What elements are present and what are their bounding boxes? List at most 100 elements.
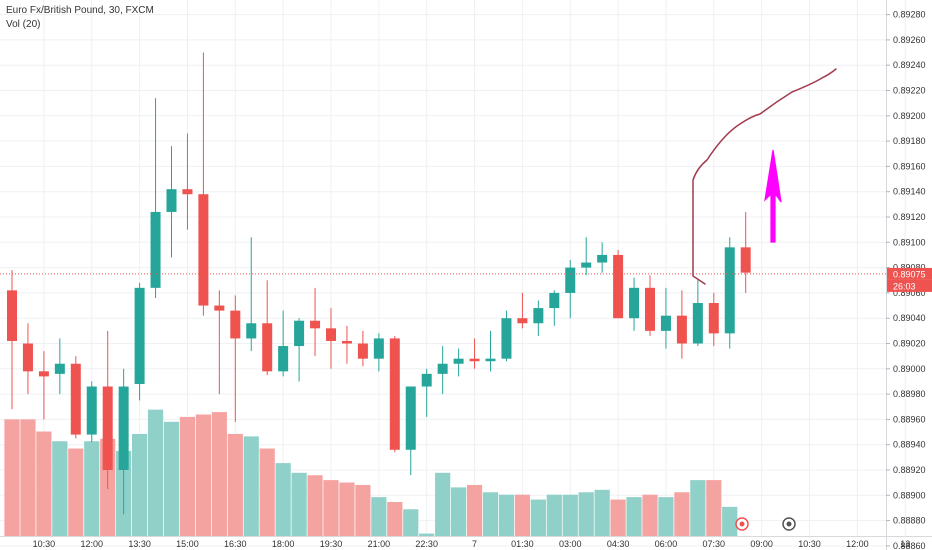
volume-bar — [275, 463, 291, 536]
volume-bar — [36, 431, 52, 536]
candle-body — [134, 287, 145, 384]
time-tick-label: 16:30 — [224, 539, 247, 549]
volume-bar — [674, 492, 690, 536]
price-tick-label: 0.89140 — [893, 187, 926, 197]
time-tick-label: 01:30 — [511, 539, 534, 549]
candle-body — [150, 211, 161, 288]
candle-body — [565, 267, 576, 293]
candle-body — [724, 247, 735, 334]
volume-bar — [132, 433, 148, 536]
volume-bar — [84, 441, 100, 536]
price-axis: 0.89280 0.89260 0.89240 0.89220 0.89200 0.891… — [886, 10, 926, 550]
volume-bar — [562, 494, 578, 536]
marker-dot — [739, 521, 745, 527]
volume-bar — [546, 494, 562, 536]
candle-body — [278, 346, 289, 372]
candle-body — [70, 363, 81, 435]
time-axis: 10:30 12:00 13:30 15:00 16:30 18:00 19:30 21:00… — [33, 539, 911, 549]
candle-body — [54, 363, 65, 374]
volume-bar — [482, 492, 499, 536]
candle-body — [405, 386, 416, 450]
price-tick-label: 0.89180 — [893, 136, 926, 146]
time-tick-label: 12:00 — [846, 539, 869, 549]
price-tick-label: 0.89280 — [893, 10, 926, 20]
time-tick-label: 13:30 — [128, 539, 151, 549]
volume-bar — [642, 494, 658, 536]
volume-bar — [371, 497, 387, 536]
time-tick-label: 18:00 — [272, 539, 295, 549]
volume-bar — [323, 480, 339, 536]
volume-bar — [307, 475, 323, 536]
candle-body — [357, 343, 368, 359]
time-tick-label: 09:00 — [750, 539, 773, 549]
candle-body — [421, 373, 432, 387]
candle-body — [692, 303, 703, 344]
candle-body — [214, 305, 225, 311]
price-tick-label: 0.89240 — [893, 60, 926, 70]
time-tick-label: 7 — [472, 539, 477, 549]
candle-body — [198, 194, 209, 306]
symbol-legend: Euro Fx/British Pound, 30, FXCM — [6, 5, 154, 16]
candle-body — [7, 290, 17, 341]
price-tick-label: 0.89260 — [893, 35, 926, 45]
volume-bar — [690, 480, 706, 536]
candle-body — [708, 303, 719, 334]
candle-body — [326, 328, 336, 341]
candle-body — [469, 358, 480, 362]
candle-body — [740, 247, 751, 273]
candle-body — [501, 318, 512, 359]
volume-bar — [259, 448, 275, 536]
candle-body — [118, 386, 129, 470]
volume-bar — [291, 472, 307, 536]
candle-body — [581, 262, 592, 268]
candle-body — [341, 340, 352, 344]
price-tick-label: 0.88940 — [893, 440, 926, 450]
candle-body — [629, 287, 640, 319]
volume-bar — [626, 497, 642, 536]
volume-bar — [658, 497, 674, 536]
candle-body — [246, 323, 257, 339]
price-tick-label: 0.88900 — [893, 490, 926, 500]
candle-body — [230, 310, 241, 339]
time-tick-label: 10:30 — [798, 539, 821, 549]
forecast-curve — [692, 68, 837, 285]
candle-body — [38, 371, 49, 377]
volume-bar — [498, 494, 515, 536]
time-tick-label: 21:00 — [368, 539, 391, 549]
candle-body — [262, 323, 273, 372]
volume-bar — [578, 492, 594, 536]
volume-bar — [403, 509, 419, 536]
time-tick-label: 04:30 — [607, 539, 630, 549]
volume-bar — [387, 501, 403, 536]
candle-body — [86, 386, 97, 435]
time-tick-label: 10:30 — [33, 539, 56, 549]
volume-bar — [339, 482, 355, 536]
volume-bar — [163, 421, 180, 536]
price-tick-label: 0.89160 — [893, 161, 926, 171]
candles — [7, 52, 751, 515]
time-tick-label: 15:00 — [176, 539, 199, 549]
price-tick-label: 0.89220 — [893, 86, 926, 96]
time-tick-label: 06:00 — [655, 539, 678, 549]
chart-legend: Euro Fx/British Pound, 30, FXCM Vol (20) — [6, 4, 154, 32]
volume-bar — [211, 412, 227, 536]
price-tick-label: 0.89120 — [893, 212, 926, 222]
candle-body — [373, 338, 384, 359]
price-tick-label: 0.89060 — [893, 288, 926, 298]
volume-bar — [706, 480, 722, 536]
price-tick-label: 0.88880 — [893, 516, 926, 526]
volume-bar — [435, 472, 451, 536]
candle-body — [533, 308, 544, 324]
volume-bar — [179, 416, 196, 536]
volume-bar — [610, 499, 626, 536]
time-tick-label: 03:00 — [559, 539, 582, 549]
time-tick-label: 07:30 — [703, 539, 726, 549]
price-tick-label: 0.89000 — [893, 364, 926, 374]
countdown-label: 26:03 — [893, 281, 916, 291]
candle-body — [660, 315, 671, 331]
candle-body — [294, 320, 305, 347]
candle-body — [517, 318, 528, 324]
volume-bar — [68, 448, 84, 536]
volume-bar — [514, 494, 530, 536]
